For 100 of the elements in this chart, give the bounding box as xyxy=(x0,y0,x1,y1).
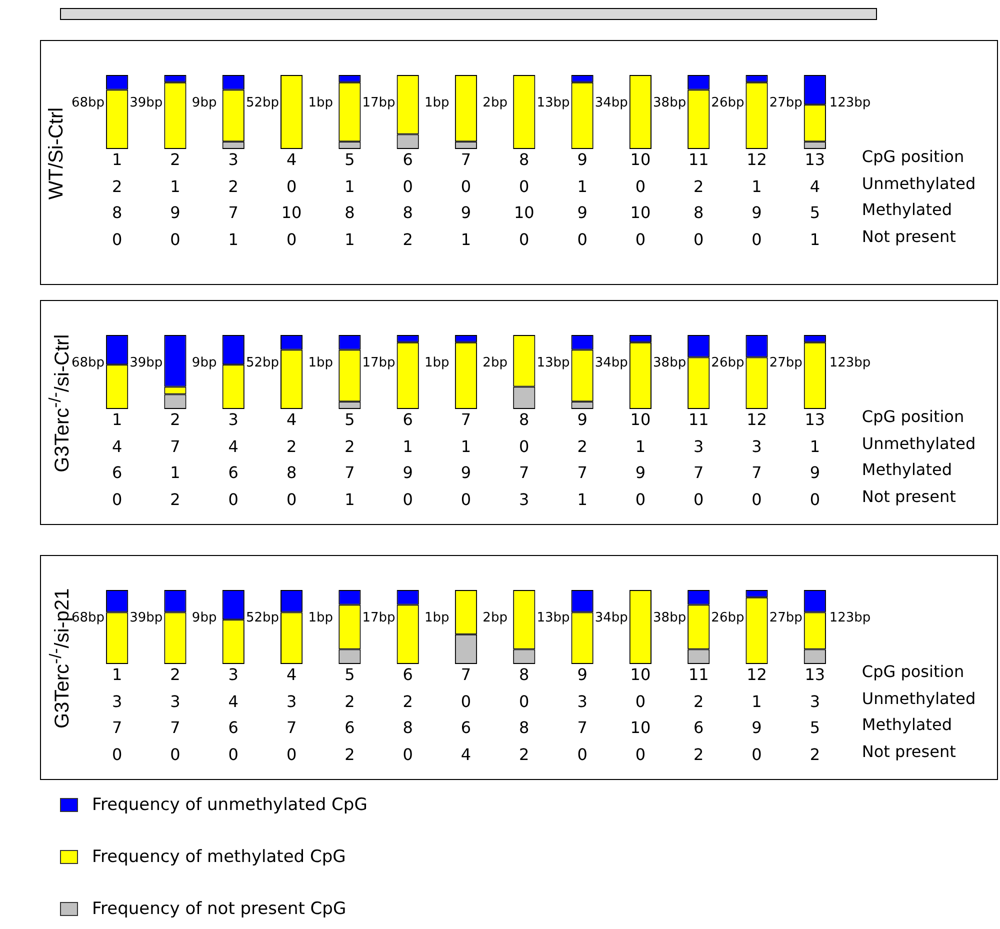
data-label: 2 xyxy=(344,692,355,712)
x-tick-label: 10 xyxy=(630,665,651,684)
data-label: 0 xyxy=(635,177,646,196)
annotation: 17bp xyxy=(362,610,396,626)
data-label: 0 xyxy=(519,437,530,456)
data-label: 0 xyxy=(112,490,122,510)
data-label: 1 xyxy=(170,177,180,196)
annotation: 123bp xyxy=(829,95,871,110)
x-tick-label: 10 xyxy=(630,150,651,170)
annotation: 1bp xyxy=(308,355,334,370)
data-label: 1 xyxy=(752,177,762,196)
x-tick-label: 2 xyxy=(170,410,180,430)
x-tick-label: 13 xyxy=(804,665,826,684)
data-label: 3 xyxy=(694,437,704,456)
data-label: 0 xyxy=(460,490,472,510)
data-label: 9 xyxy=(752,718,762,738)
x-tick-label: 3 xyxy=(228,410,238,430)
data-label: 8 xyxy=(402,718,413,738)
data-label: 1 xyxy=(752,692,762,712)
data-label: 10 xyxy=(514,203,534,222)
data-label: 3 xyxy=(170,692,180,712)
annotation: 26bp xyxy=(711,355,744,370)
annotation: 9bp xyxy=(192,95,217,110)
data-label: 7 xyxy=(519,463,530,482)
text: Methylated xyxy=(862,200,952,220)
annotation: 68bp xyxy=(71,355,105,370)
data-label: 2 xyxy=(170,490,180,510)
data-label: 0 xyxy=(577,230,588,250)
annotation: 123bp xyxy=(829,355,871,370)
data-label: 2 xyxy=(694,745,704,764)
data-label: 0 xyxy=(460,692,472,712)
data-label: 2 xyxy=(577,437,588,456)
data-label: 0 xyxy=(112,745,122,764)
x-tick-label: 5 xyxy=(344,410,355,430)
text: Unmethylated xyxy=(862,689,976,708)
x-tick-label: 13 xyxy=(804,150,826,170)
annotation: 27bp xyxy=(769,95,802,110)
data-label: 0 xyxy=(460,177,472,196)
data-label: 10 xyxy=(630,718,651,738)
data-label: 2 xyxy=(228,177,238,196)
data-label: 4 xyxy=(810,177,820,196)
annotation: 1bp xyxy=(424,610,450,626)
x-tick-label: 4 xyxy=(286,665,297,684)
x-tick-label: 5 xyxy=(344,665,355,684)
data-label: 0 xyxy=(519,692,530,712)
legend-label: Frequency of methylated CpG xyxy=(92,847,346,867)
data-label: 3 xyxy=(577,692,588,712)
data-label: 7 xyxy=(577,718,588,738)
annotation: 38bp xyxy=(653,355,686,370)
data-label: 9 xyxy=(402,463,413,482)
legend-label: Frequency of unmethylated CpG xyxy=(92,795,368,815)
data-label: 10 xyxy=(630,203,651,222)
data-label: 1 xyxy=(635,437,646,456)
data-label: 4 xyxy=(112,437,122,456)
x-tick-label: 1 xyxy=(112,150,122,170)
data-label: 1 xyxy=(810,437,820,456)
data-label: 1 xyxy=(460,230,472,250)
x-tick-label: 4 xyxy=(286,150,297,170)
annotation: 39bp xyxy=(130,355,163,370)
data-label: 8 xyxy=(344,203,355,222)
data-label: 9 xyxy=(460,463,472,482)
data-label: 6 xyxy=(112,463,122,482)
data-label: 7 xyxy=(170,718,180,738)
data-label: 0 xyxy=(577,745,588,764)
data-label: 9 xyxy=(460,203,472,222)
annotation: 1bp xyxy=(308,95,334,110)
data-label: 2 xyxy=(112,177,122,196)
annotation: 17bp xyxy=(362,95,396,110)
annotation: 123bp xyxy=(829,610,871,626)
data-label: 1 xyxy=(170,463,180,482)
data-label: 0 xyxy=(402,490,413,510)
annotation: 39bp xyxy=(130,95,163,110)
annotation: 1bp xyxy=(424,355,450,370)
x-tick-label: 3 xyxy=(228,150,238,170)
data-label: 0 xyxy=(402,177,413,196)
annotation: 52bp xyxy=(246,355,279,370)
data-label: 3 xyxy=(112,692,122,712)
data-label: 4 xyxy=(228,437,238,456)
annotation: 13bp xyxy=(536,355,570,370)
annotation: 26bp xyxy=(711,610,744,626)
annotation: 1bp xyxy=(424,95,450,110)
data-label: 0 xyxy=(694,490,704,510)
data-label: 9 xyxy=(752,203,762,222)
data-label: 4 xyxy=(460,745,472,764)
data-label: 0 xyxy=(286,177,297,196)
annotation: 2bp xyxy=(482,95,508,110)
x-tick-label: 2 xyxy=(170,150,180,170)
x-tick-label: 7 xyxy=(460,150,472,170)
data-label: 3 xyxy=(286,692,297,712)
data-label: 6 xyxy=(228,463,238,482)
data-label: 0 xyxy=(228,490,238,510)
annotation: 68bp xyxy=(71,610,105,626)
annotation: 34bp xyxy=(594,355,628,370)
data-label: 7 xyxy=(752,463,762,482)
data-label: 0 xyxy=(286,230,297,250)
text: Not present xyxy=(862,742,956,762)
text: Not present xyxy=(862,487,956,506)
x-tick-label: 6 xyxy=(402,410,413,430)
data-label: 1 xyxy=(460,437,472,456)
data-label: 8 xyxy=(519,718,530,738)
